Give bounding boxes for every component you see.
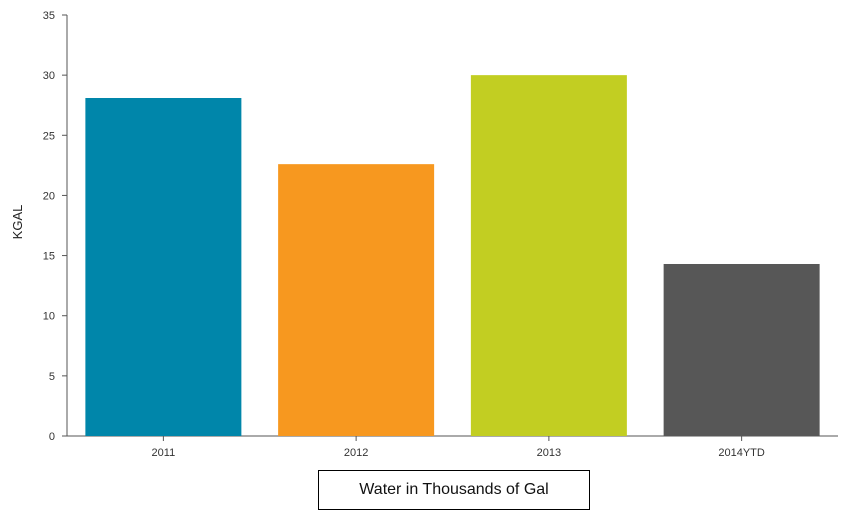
y-axis: 0 5 10 15 20 25 30 35 xyxy=(43,10,68,443)
bar-2012 xyxy=(278,164,435,436)
bar-2013 xyxy=(470,75,627,437)
x-tick-label: 2013 xyxy=(537,447,561,459)
bar-2011 xyxy=(85,97,242,437)
y-axis-title: KGAL xyxy=(10,205,25,240)
x-axis: 2011 2012 2013 2014YTD xyxy=(67,435,838,459)
x-tick-label: 2014YTD xyxy=(718,447,765,459)
y-tick-label: 30 xyxy=(43,70,55,82)
y-tick-label: 20 xyxy=(43,190,55,202)
y-tick-label: 25 xyxy=(43,130,55,142)
y-tick-label: 5 xyxy=(49,371,55,383)
y-tick-label: 10 xyxy=(43,311,55,323)
x-tick-label: 2011 xyxy=(152,447,176,459)
bars xyxy=(85,75,820,437)
bar-chart: 0 5 10 15 20 25 30 35 2011 2012 2013 2014YTD KGAL xyxy=(10,10,838,459)
y-tick-label: 35 xyxy=(43,10,55,22)
x-tick-label: 2012 xyxy=(344,447,368,459)
bar-2014ytd xyxy=(663,263,820,436)
y-tick-label: 0 xyxy=(49,431,55,443)
chart-caption: Water in Thousands of Gal xyxy=(318,470,590,510)
y-tick-label: 15 xyxy=(43,251,55,263)
